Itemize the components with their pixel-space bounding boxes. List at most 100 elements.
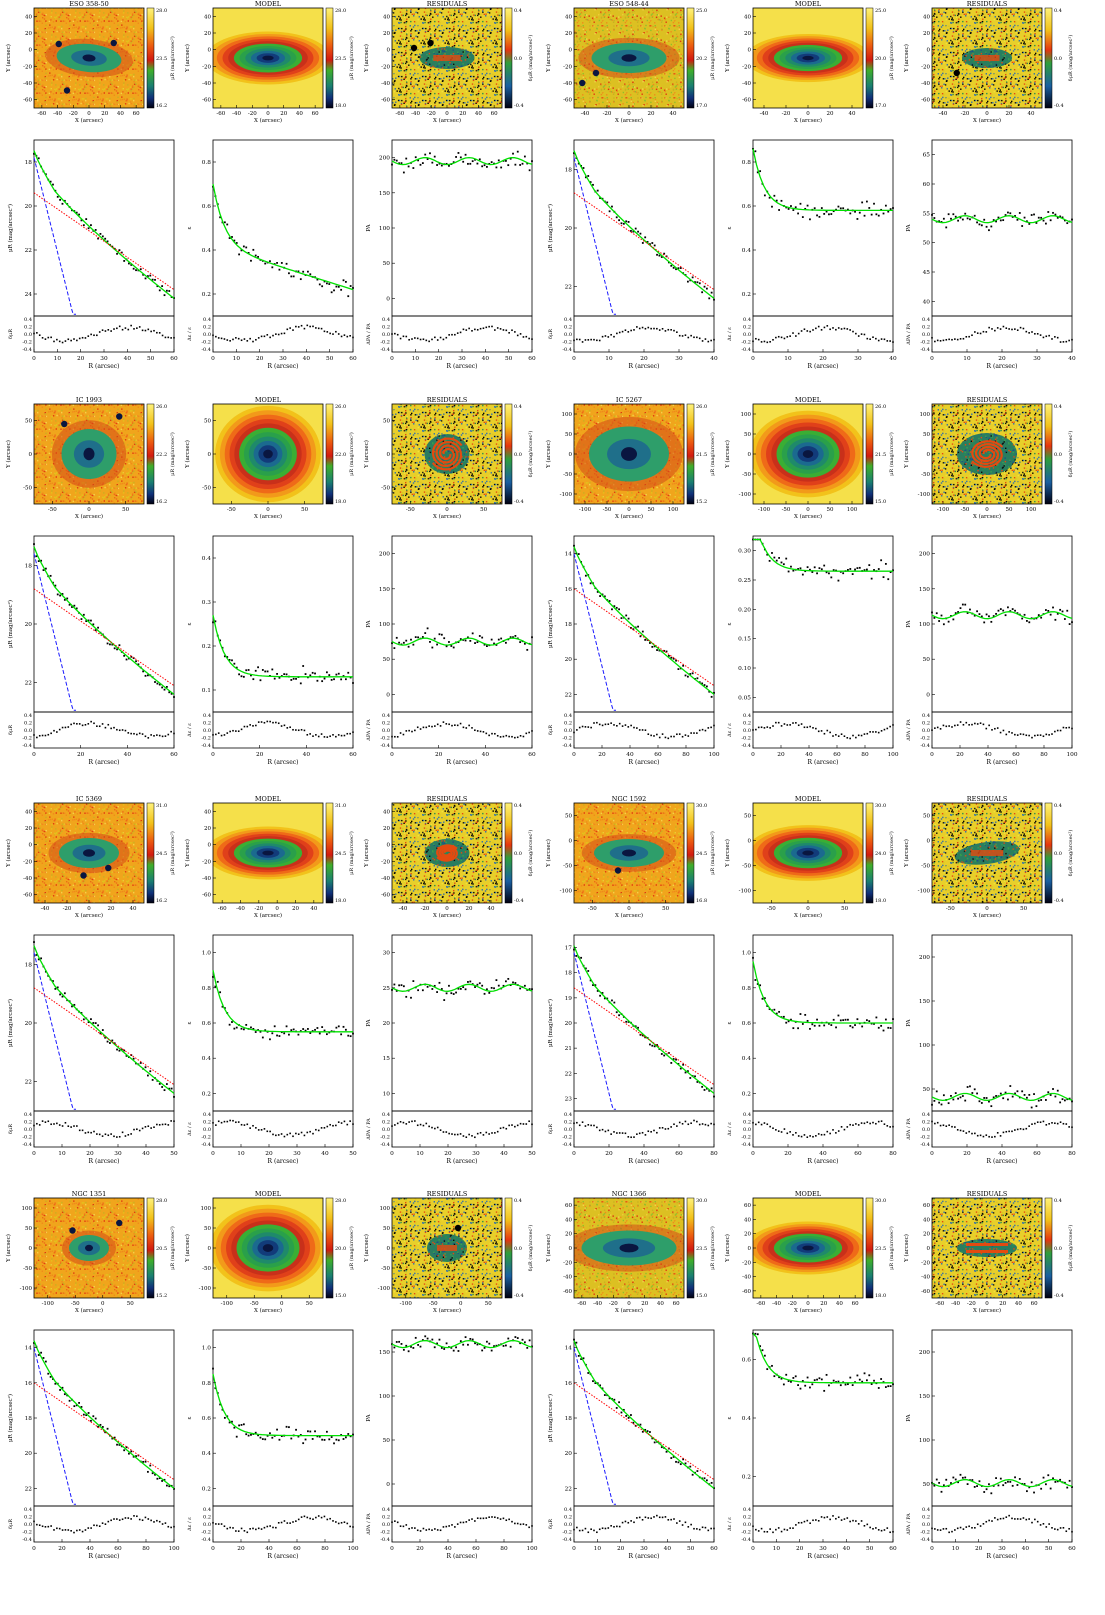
data-point <box>146 1470 149 1473</box>
residual-point <box>286 727 289 729</box>
data-point <box>37 1354 40 1356</box>
residual-axis-label: δμR <box>548 1124 554 1134</box>
residual-point <box>138 1129 141 1132</box>
residual-point <box>116 1518 118 1520</box>
data-point <box>97 237 99 240</box>
residual-point <box>877 1120 880 1123</box>
data-point <box>37 560 40 562</box>
x-tick-label: 100 <box>708 752 719 758</box>
data-point <box>997 216 1000 219</box>
residual-point <box>829 328 831 331</box>
data-point <box>130 1450 133 1453</box>
residual-point <box>107 1520 110 1523</box>
residual-tick-label: -0.4 <box>201 743 211 749</box>
data-point <box>825 1373 828 1376</box>
colorbar <box>504 802 513 904</box>
x-tick-label: 0 <box>101 1301 105 1307</box>
residual-point <box>471 330 473 332</box>
residual-point <box>576 1526 578 1529</box>
data-point <box>352 1032 354 1035</box>
residual-point <box>701 340 704 342</box>
residual-point <box>690 1122 692 1125</box>
residual-point <box>889 725 891 728</box>
data-point <box>844 1383 847 1386</box>
colorbar-label: δμR (mag/arcsec²) <box>527 1225 534 1272</box>
residual-point <box>1054 730 1056 733</box>
residual-point <box>1016 1518 1019 1520</box>
residual-point <box>73 1531 75 1534</box>
y-tick-label: 0 <box>748 839 752 845</box>
data-point <box>142 670 145 673</box>
data-point <box>703 684 706 686</box>
data-point <box>349 676 352 679</box>
residual-point <box>869 1526 871 1529</box>
residual-point <box>408 1121 410 1123</box>
residual-point <box>869 338 871 340</box>
data-point <box>37 958 40 961</box>
residual-point <box>36 1122 38 1125</box>
data-point <box>942 623 945 626</box>
profile-frame <box>752 139 894 317</box>
x-axis-label: R (arcsec) <box>268 363 299 370</box>
residual-point <box>286 328 289 331</box>
data-point <box>170 1087 173 1090</box>
colorbar <box>865 802 874 904</box>
residual-point <box>673 329 675 332</box>
residual-galaxy <box>957 1239 1017 1257</box>
data-point <box>135 1455 137 1458</box>
residual-point <box>860 1122 863 1124</box>
data-point <box>398 641 401 644</box>
data-point <box>580 956 583 959</box>
residual-axis-label: Δε / ε <box>727 1517 733 1531</box>
data-point <box>87 227 90 230</box>
data-point <box>861 1380 864 1383</box>
data-point <box>101 1426 104 1428</box>
data-point <box>433 155 436 158</box>
y-axis-label: Y (arcsec) <box>545 440 552 469</box>
data-point <box>273 677 276 680</box>
data-point <box>142 1460 145 1463</box>
y-tick-label: -50 <box>23 485 32 491</box>
y-tick-label: 100 <box>919 622 930 628</box>
residual-tick-label: 0.0 <box>743 1522 751 1528</box>
residual-point <box>269 336 271 339</box>
data-point <box>90 619 92 622</box>
residual-point <box>880 1120 883 1122</box>
x-tick-label: 50 <box>1020 906 1027 912</box>
data-point <box>703 1477 706 1480</box>
y-tick-label: 22 <box>25 248 33 254</box>
residual-point <box>684 334 687 336</box>
residual-tick-label: 0.0 <box>743 1127 751 1133</box>
residual-point <box>610 333 612 336</box>
x-tick-label: 50 <box>301 507 308 513</box>
data-point <box>391 163 393 166</box>
residual-point <box>346 335 349 338</box>
data-point <box>349 285 352 287</box>
colorbar-label: μR (mag/arcsec²) <box>169 831 176 875</box>
x-axis-label: X (arcsec) <box>973 117 1001 124</box>
residual-tick-label: 0.2 <box>564 1515 572 1521</box>
residual-point <box>173 1525 175 1528</box>
residual-point <box>710 726 712 729</box>
data-point <box>773 1008 776 1011</box>
residual-points <box>752 325 894 344</box>
residual-point <box>777 335 780 338</box>
y-tick-label: 40 <box>565 14 572 20</box>
residual-point <box>658 1127 661 1129</box>
data-point <box>514 635 517 637</box>
data-point <box>1066 222 1069 225</box>
bulge-component-line <box>33 1347 76 1505</box>
x-tick-label: -50 <box>71 1301 80 1307</box>
residual-point <box>880 730 883 732</box>
residual-point <box>800 330 803 332</box>
residual-point <box>113 1135 115 1138</box>
data-point <box>931 214 933 216</box>
residual-tick-label: -0.2 <box>920 1530 930 1536</box>
data-point <box>421 162 424 165</box>
data-point <box>672 657 675 660</box>
residual-point <box>329 735 331 738</box>
data-point <box>596 990 599 992</box>
data-point <box>340 678 343 681</box>
data-point <box>756 1333 759 1336</box>
